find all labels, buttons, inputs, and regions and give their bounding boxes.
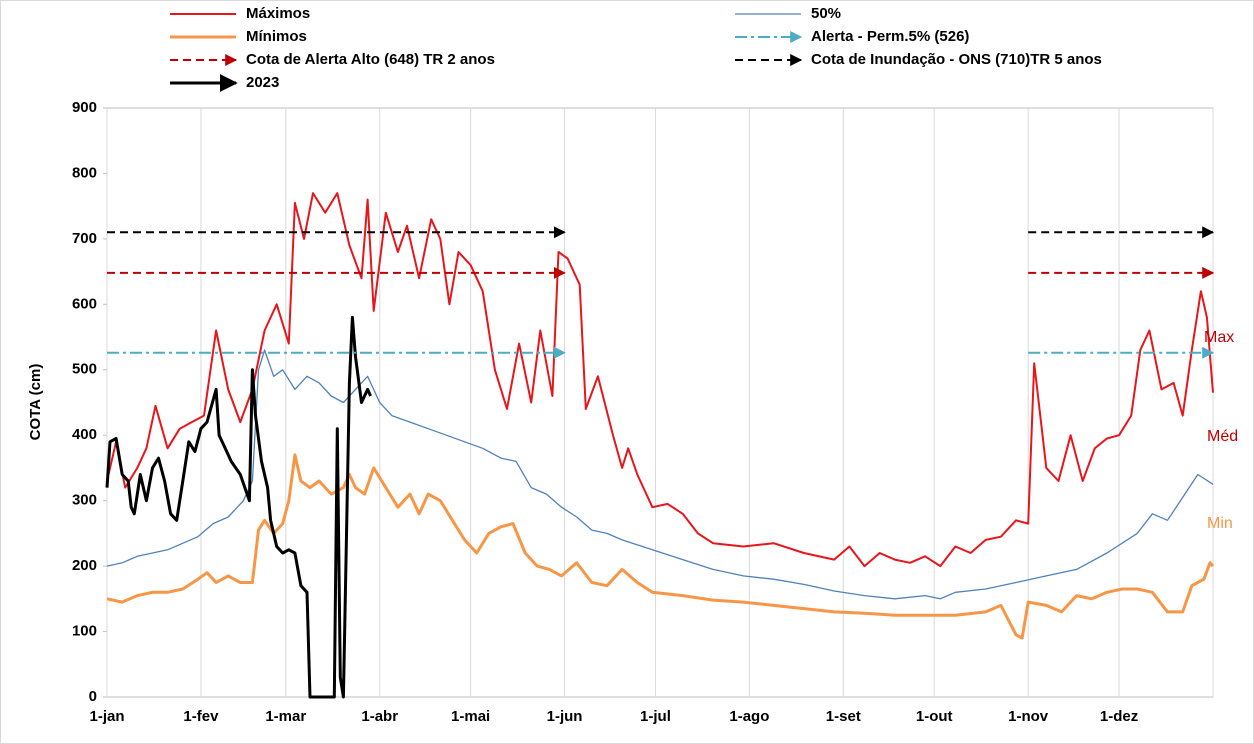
series-line: [106, 453, 1215, 640]
y-tick-label: 100: [72, 623, 97, 640]
x-tick-label: 1-jul: [640, 708, 671, 725]
y-tick-label: 500: [72, 361, 97, 378]
series-line: [106, 192, 1214, 568]
legend-label: 2023: [246, 74, 279, 91]
legend-label: Cota de Alerta Alto (648) TR 2 anos: [246, 51, 495, 68]
y-tick-label: 700: [72, 230, 97, 247]
y-axis-label: COTA (cm): [27, 364, 44, 441]
legend-label: Mínimos: [246, 28, 307, 45]
legend-label: Máximos: [246, 5, 310, 22]
y-tick-label: 800: [72, 164, 97, 181]
x-tick-label: 1-jan: [89, 708, 124, 725]
y-tick-label: 300: [72, 492, 97, 509]
x-tick-label: 1-out: [916, 708, 953, 725]
series-line: [106, 349, 1214, 600]
annotation: Min: [1207, 515, 1233, 532]
x-tick-label: 1-fev: [183, 708, 219, 725]
legend-label: 50%: [811, 5, 841, 22]
legend-label: Alerta - Perm.5% (526): [811, 28, 969, 45]
x-tick-label: 1-mar: [265, 708, 306, 725]
x-tick-label: 1-mai: [451, 708, 490, 725]
x-tick-label: 1-abr: [361, 708, 398, 725]
x-tick-label: 1-nov: [1008, 708, 1049, 725]
x-tick-label: 1-set: [826, 708, 861, 725]
annotation: Méd: [1207, 428, 1238, 445]
y-tick-label: 400: [72, 426, 97, 443]
series-line: [105, 315, 372, 699]
x-tick-label: 1-jun: [547, 708, 583, 725]
y-tick-label: 0: [89, 688, 97, 705]
x-tick-label: 1-ago: [729, 708, 769, 725]
x-tick-label: 1-dez: [1100, 708, 1138, 725]
y-tick-label: 600: [72, 295, 97, 312]
y-tick-label: 900: [72, 99, 97, 116]
annotation: Max: [1204, 329, 1234, 346]
legend-label: Cota de Inundação - ONS (710)TR 5 anos: [811, 51, 1102, 68]
y-tick-label: 200: [72, 557, 97, 574]
